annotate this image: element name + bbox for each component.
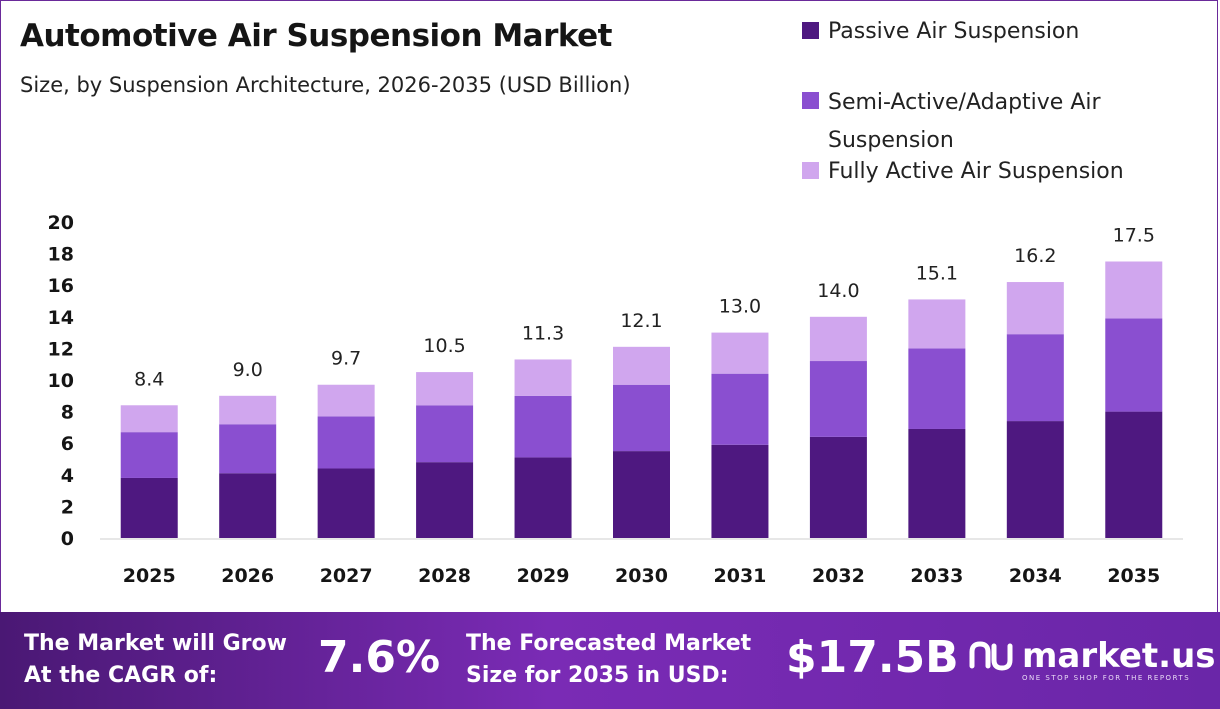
legend-label-passive: Passive Air Suspension — [828, 19, 1080, 44]
x-tick-label: 2030 — [615, 565, 668, 587]
bar-segment-fully-active — [219, 395, 277, 425]
forecast-label-line2: Size for 2035 in USD: — [466, 663, 729, 688]
y-tick-label: 12 — [48, 338, 74, 360]
bar-segment-semi-active — [809, 361, 867, 437]
bar-segment-semi-active — [416, 405, 474, 463]
x-tick-label: 2028 — [418, 565, 471, 587]
bar-segment-semi-active — [120, 432, 178, 478]
legend-item-passive: Passive Air Suspension — [802, 14, 1188, 50]
legend-label-fully-active: Fully Active Air Suspension — [828, 159, 1124, 184]
data-label-total: 17.5 — [1113, 225, 1155, 247]
y-tick-label: 10 — [48, 370, 74, 392]
x-tick-label: 2027 — [320, 565, 373, 587]
stacked-bar-chart: 0 2 4 6 8 10 12 14 16 18 20 8.4 2025 9.0 2026 9.7 2027 10… — [48, 212, 1183, 587]
bar-segment-passive — [416, 462, 474, 538]
data-label-total: 8.4 — [134, 368, 164, 390]
bar-segment-fully-active — [514, 359, 572, 396]
legend-swatch-passive — [802, 22, 819, 39]
brand-logo: market.us ONE STOP SHOP FOR THE REPORTS — [968, 636, 1216, 682]
y-tick-label: 20 — [48, 212, 74, 234]
x-tick-label: 2033 — [910, 565, 963, 587]
bar-segment-semi-active — [1105, 318, 1163, 412]
bar-segment-passive — [219, 473, 277, 538]
bar-segment-passive — [613, 451, 670, 538]
x-tick-label: 2034 — [1009, 565, 1062, 587]
bar-segment-fully-active — [317, 384, 375, 417]
legend-swatch-fully-active — [802, 162, 819, 179]
legend-item-fully-active: Fully Active Air Suspension — [802, 154, 1188, 190]
bar-segment-passive — [908, 428, 966, 538]
chart-frame — [0, 0, 1218, 612]
data-label-total: 10.5 — [423, 335, 465, 357]
bar-segment-passive — [1105, 411, 1163, 538]
bar-segment-passive — [120, 477, 178, 538]
bar-segment-fully-active — [416, 372, 474, 406]
bar-segment-semi-active — [514, 395, 572, 458]
y-tick-label: 2 — [61, 496, 74, 518]
y-tick-label: 16 — [48, 275, 74, 297]
bar-segment-semi-active — [317, 416, 375, 469]
legend-label-semi-active: Semi-Active/Adaptive Air Suspension — [828, 90, 1101, 153]
data-label-total: 9.0 — [233, 359, 263, 381]
legend-item-semi-active: Semi-Active/Adaptive Air Suspension — [802, 84, 1188, 160]
x-tick-label: 2025 — [123, 565, 176, 587]
cagr-label-line2: At the CAGR of: — [24, 663, 218, 688]
forecast-label-line1: The Forecasted Market — [466, 631, 752, 656]
x-tick-label: 2029 — [517, 565, 570, 587]
footer-banner: The Market will Grow At the CAGR of: 7.6… — [0, 612, 1220, 709]
bar-segment-passive — [809, 436, 867, 538]
y-tick-label: 18 — [48, 244, 74, 266]
bar-segment-semi-active — [908, 348, 966, 429]
cagr-value: 7.6% — [318, 632, 441, 683]
bar-segment-passive — [1006, 421, 1064, 538]
bar-segment-passive — [317, 468, 375, 538]
data-label-total: 13.0 — [719, 296, 761, 318]
x-tick-label: 2026 — [221, 565, 274, 587]
x-tick-label: 2032 — [812, 565, 865, 587]
x-tick-label: 2031 — [714, 565, 767, 587]
data-label-total: 14.0 — [817, 280, 859, 302]
data-label-total: 16.2 — [1014, 245, 1056, 267]
bar-segment-passive — [514, 457, 572, 538]
x-tick-label: 2035 — [1107, 565, 1160, 587]
bar-segment-fully-active — [120, 405, 178, 433]
bar-segment-fully-active — [1105, 261, 1163, 319]
brand-tagline: ONE STOP SHOP FOR THE REPORTS — [1022, 674, 1191, 682]
y-tick-label: 14 — [48, 307, 74, 329]
forecast-label: The Forecasted Market Size for 2035 in U… — [466, 628, 751, 692]
cagr-label-line1: The Market will Grow — [24, 631, 287, 656]
y-tick-label: 8 — [61, 402, 74, 424]
bar-segment-fully-active — [613, 346, 670, 385]
forecast-value: $17.5B — [786, 632, 959, 683]
y-tick-label: 6 — [61, 433, 74, 455]
bar-segment-passive — [711, 444, 769, 538]
data-label-total: 15.1 — [916, 262, 958, 284]
bar-segment-fully-active — [1006, 282, 1064, 335]
cagr-label: The Market will Grow At the CAGR of: — [24, 628, 287, 692]
data-label-total: 11.3 — [522, 322, 564, 344]
chart-subtitle: Size, by Suspension Architecture, 2026-2… — [20, 73, 631, 97]
bar-segment-fully-active — [711, 332, 769, 374]
bar-segment-semi-active — [711, 373, 769, 445]
bar-segment-fully-active — [809, 316, 867, 362]
brand-name: market.us — [1022, 636, 1216, 676]
data-label-total: 9.7 — [331, 348, 361, 370]
legend-swatch-semi-active — [802, 92, 819, 109]
bar-segment-fully-active — [908, 299, 966, 349]
data-label-total: 12.1 — [620, 310, 662, 332]
y-tick-label: 0 — [61, 528, 74, 550]
y-tick-label: 4 — [61, 465, 74, 487]
bar-segment-semi-active — [219, 424, 277, 474]
chart-title: Automotive Air Suspension Market — [20, 18, 613, 54]
bar-segment-semi-active — [1006, 334, 1064, 422]
market-us-logo-icon — [969, 641, 1013, 671]
bar-segment-semi-active — [613, 384, 670, 452]
